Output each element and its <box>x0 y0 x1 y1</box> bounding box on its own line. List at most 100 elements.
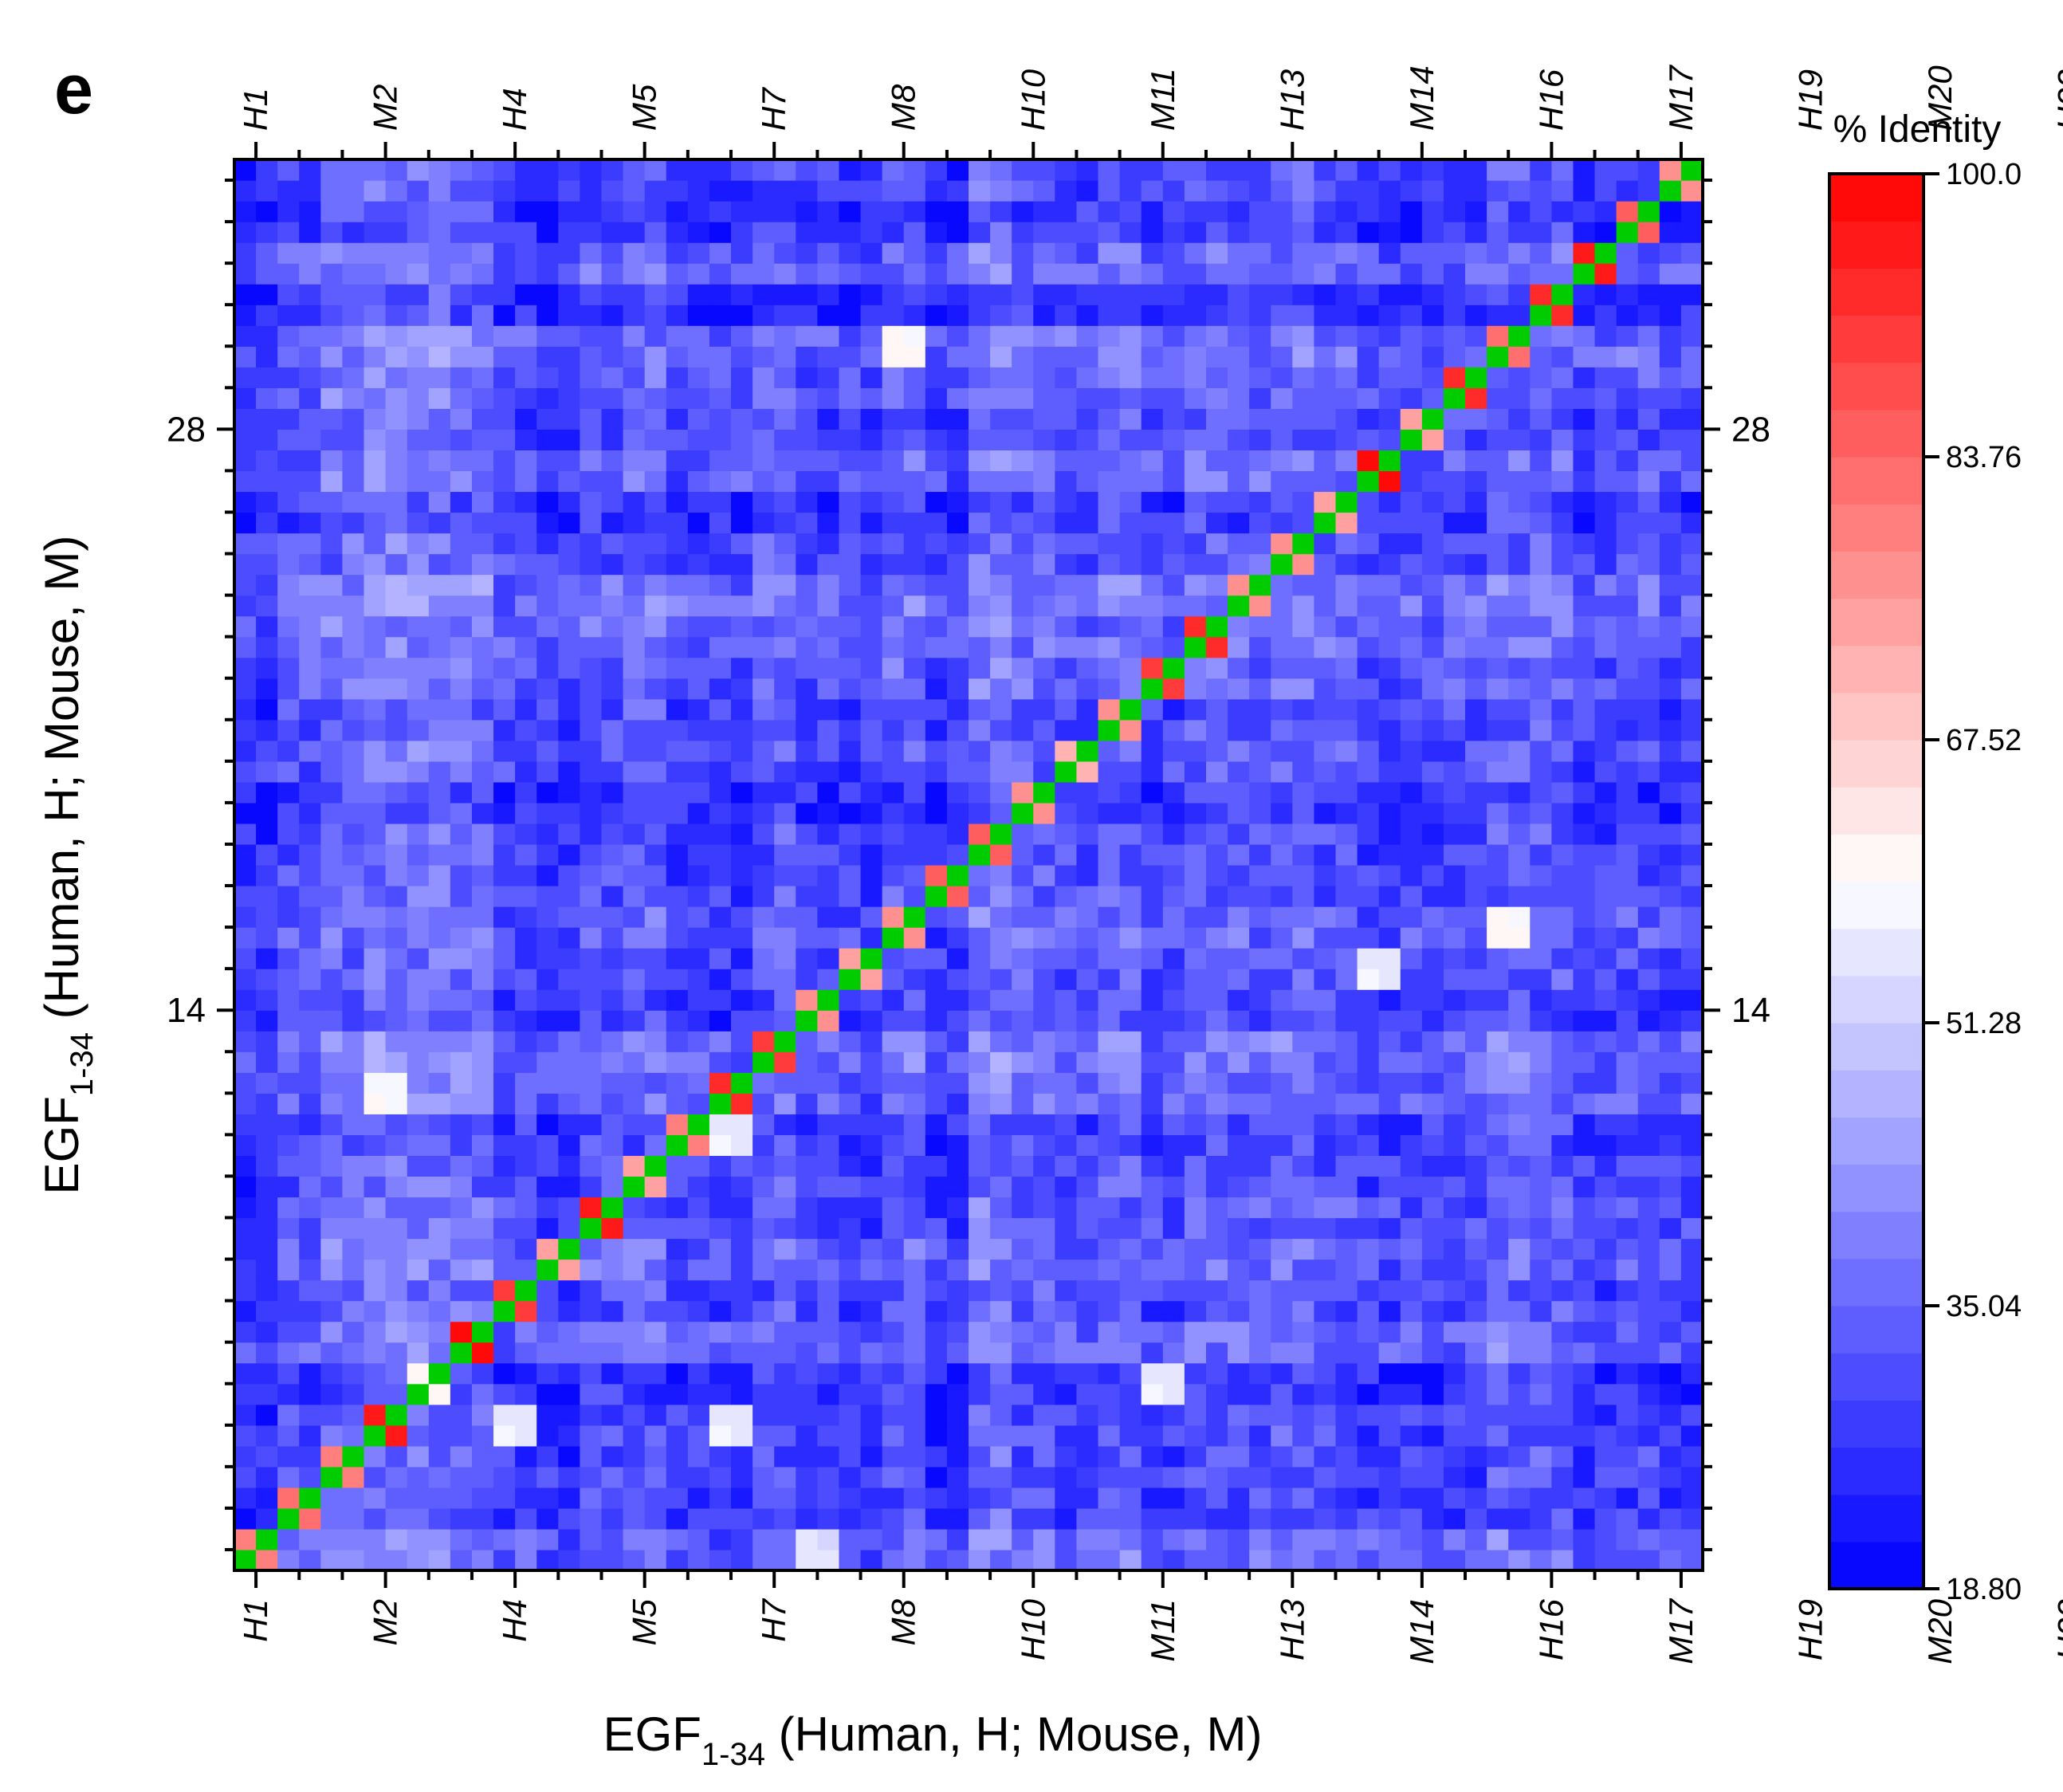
heatmap-cell <box>1076 1362 1099 1385</box>
heatmap-cell <box>1421 927 1444 949</box>
heatmap-cell <box>990 1487 1012 1509</box>
heatmap-cell <box>1076 1238 1099 1260</box>
heatmap-cell <box>1141 719 1164 741</box>
heatmap-cell <box>1508 865 1531 886</box>
heatmap-cell <box>1680 1051 1703 1073</box>
heatmap-cell <box>796 491 818 513</box>
heatmap-cell <box>1530 948 1552 969</box>
heatmap-cell <box>1378 1279 1401 1302</box>
heatmap-cell <box>817 491 840 513</box>
heatmap-cell <box>471 574 494 596</box>
heatmap-cell <box>1141 595 1164 617</box>
heatmap-cell <box>1400 1114 1423 1135</box>
heatmap-cell <box>299 201 321 222</box>
heatmap-cell <box>1421 906 1444 928</box>
heatmap-cell <box>817 1404 840 1426</box>
heatmap-cell <box>882 242 905 264</box>
heatmap-cell <box>1400 1528 1423 1550</box>
heatmap-cell <box>1421 1176 1444 1198</box>
heatmap-cell <box>925 1176 948 1198</box>
heatmap-cell <box>471 1197 494 1219</box>
heatmap-cell <box>1141 180 1164 202</box>
heatmap-cell <box>1162 1093 1185 1114</box>
heatmap-cell <box>1551 263 1574 285</box>
heatmap-cell <box>601 201 624 222</box>
heatmap-cell <box>1314 1549 1337 1571</box>
heatmap-cell <box>1141 1549 1164 1571</box>
heatmap-cell <box>234 346 257 367</box>
heatmap-cell <box>1487 1114 1509 1135</box>
heatmap-cell <box>860 823 883 845</box>
heatmap-cell <box>580 865 603 886</box>
heatmap-cell <box>1184 159 1207 181</box>
heatmap-cell <box>601 450 624 472</box>
heatmap-cell <box>860 574 883 596</box>
heatmap-cell <box>1530 823 1552 845</box>
heatmap-cell <box>1205 180 1228 202</box>
heatmap-cell <box>428 969 451 990</box>
heatmap-cell <box>817 595 840 617</box>
heatmap-cell <box>774 242 796 264</box>
heatmap-cell <box>1400 678 1423 700</box>
heatmap-cell <box>946 1383 969 1405</box>
heatmap-cell <box>493 201 516 222</box>
heatmap-cell <box>1228 698 1250 721</box>
heatmap-cell <box>1680 989 1703 1011</box>
heatmap-cell <box>925 615 948 638</box>
heatmap-cell <box>1443 781 1466 804</box>
heatmap-cell <box>623 657 646 679</box>
heatmap-cell <box>1205 491 1228 513</box>
heatmap-cell <box>1421 450 1444 472</box>
heatmap-cell <box>731 886 753 907</box>
heatmap-cell <box>882 1404 905 1426</box>
heatmap-cell <box>299 927 321 949</box>
heatmap-cell <box>1400 222 1423 243</box>
heatmap-cell <box>1205 1466 1228 1488</box>
heatmap-cell <box>1335 159 1358 181</box>
heatmap-cell <box>558 595 581 617</box>
heatmap-cell <box>601 346 624 367</box>
heatmap-cell <box>623 491 646 513</box>
heatmap-cell <box>601 387 624 409</box>
heatmap-cell <box>1228 222 1250 243</box>
heatmap-cell <box>1335 1445 1358 1468</box>
heatmap-cell <box>277 1383 300 1405</box>
heatmap-cell <box>1271 1051 1293 1073</box>
heatmap-cell <box>363 1528 387 1550</box>
heatmap-cell <box>1594 1279 1617 1302</box>
heatmap-cell <box>623 1279 646 1302</box>
heatmap-cell <box>1205 615 1228 638</box>
heatmap-cell <box>687 1528 710 1550</box>
heatmap-cell <box>1271 740 1293 762</box>
heatmap-cell <box>903 284 926 305</box>
heatmap-cell <box>1162 201 1185 222</box>
heatmap-cell <box>1033 180 1055 202</box>
heatmap-cell <box>709 408 732 430</box>
heatmap-cell <box>1659 408 1682 430</box>
heatmap-cell <box>342 1072 365 1094</box>
heatmap-cell <box>515 1197 537 1219</box>
heatmap-cell <box>601 1404 624 1426</box>
heatmap-cell <box>1637 553 1660 576</box>
heatmap-cell <box>903 1300 926 1322</box>
heatmap-cell <box>1205 927 1228 949</box>
heatmap-cell <box>1378 1404 1401 1426</box>
heatmap-cell <box>1594 1114 1617 1135</box>
heatmap-cell <box>493 408 516 430</box>
heatmap-cell <box>817 698 840 721</box>
heatmap-cell <box>774 408 796 430</box>
heatmap-cell <box>882 159 905 181</box>
heatmap-cell <box>1076 636 1099 658</box>
heatmap-cell <box>796 636 818 658</box>
heatmap-cell <box>666 1404 689 1426</box>
heatmap-cell <box>234 1487 257 1509</box>
heatmap-cell <box>515 969 537 990</box>
heatmap-cell <box>1465 948 1487 969</box>
heatmap-cell <box>774 1466 796 1488</box>
heatmap-cell <box>1680 1425 1703 1447</box>
heatmap-cell <box>882 180 905 202</box>
x-bottom-tick-label: M20 <box>1921 1598 1959 1664</box>
heatmap-cell <box>385 1507 408 1530</box>
heatmap-cell <box>839 1528 862 1550</box>
heatmap-cell <box>1119 1300 1142 1322</box>
